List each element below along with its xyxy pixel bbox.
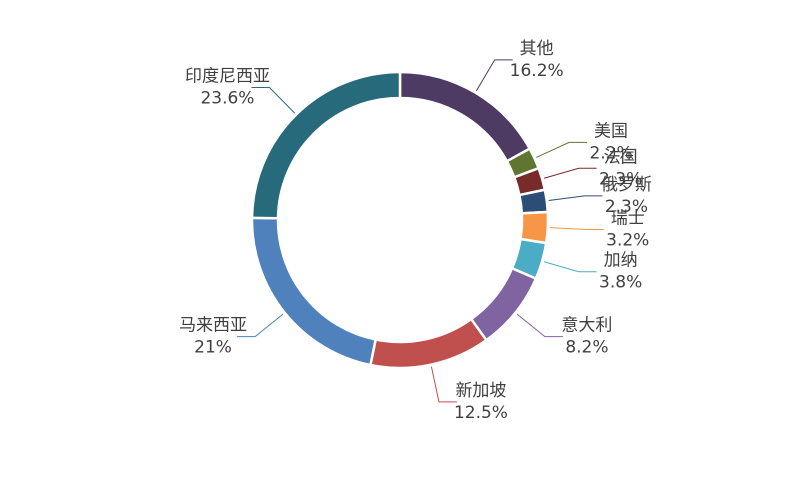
- donut-segment: [250, 216, 378, 367]
- data-label-value: 2.3%: [605, 197, 648, 217]
- data-label-name: 意大利: [561, 316, 612, 336]
- data-label-name: 俄罗斯: [601, 175, 652, 195]
- donut-segment: [398, 70, 532, 163]
- data-label-name: 新加坡: [455, 381, 506, 401]
- leader-line: [475, 59, 513, 92]
- data-label-name: 瑞士: [611, 208, 645, 228]
- leader-line: [549, 227, 604, 230]
- data-label-value: 16.2%: [510, 61, 564, 81]
- leader-line: [430, 366, 457, 403]
- data-label-value: 3.2%: [606, 230, 649, 250]
- data-label-name: 其他: [520, 39, 554, 59]
- leader-line: [237, 313, 284, 338]
- leader-line: [536, 141, 588, 158]
- data-label-value: 23.6%: [200, 89, 254, 109]
- data-label-value: 21%: [194, 338, 232, 358]
- data-label-name: 美国: [594, 121, 628, 141]
- leader-line: [543, 261, 597, 273]
- donut-segment: [469, 266, 538, 342]
- data-label-value: 12.5%: [454, 403, 508, 423]
- leader-line: [548, 195, 603, 202]
- data-label-name: 法国: [604, 147, 638, 167]
- leader-line: [516, 313, 563, 338]
- data-label-value: 3.8%: [599, 273, 642, 293]
- leader-line: [543, 167, 597, 179]
- data-label-name: 加纳: [604, 251, 638, 271]
- data-label-value: 8.2%: [565, 338, 608, 358]
- leader-line: [251, 87, 296, 114]
- donut-segment: [250, 70, 402, 220]
- data-label-value: 2.2%: [589, 143, 632, 163]
- data-label-name: 印度尼西亚: [185, 67, 270, 87]
- donut-segment: [368, 317, 489, 370]
- donut-segment: [517, 188, 550, 215]
- data-label-value: 2.3%: [599, 169, 642, 189]
- data-label-name: 马来西亚: [179, 316, 247, 336]
